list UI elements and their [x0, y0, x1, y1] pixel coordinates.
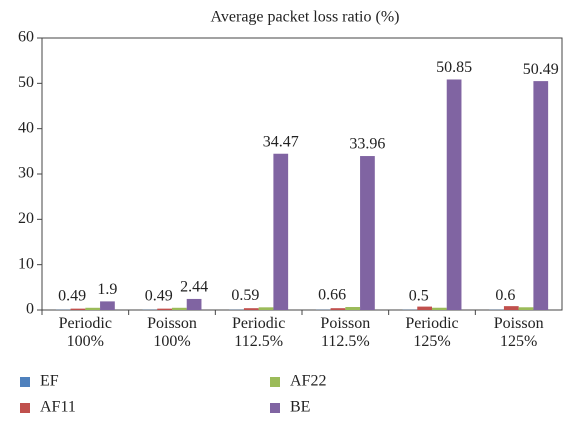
x-tick-label: Periodic 125%: [405, 315, 458, 350]
bar: [330, 308, 346, 310]
y-tick-label: 20: [18, 210, 34, 227]
data-label: 0.5: [409, 287, 429, 304]
bar: [345, 307, 361, 310]
bar: [258, 307, 274, 310]
y-tick-label: 10: [18, 255, 34, 272]
data-label: 0.49: [58, 287, 86, 304]
x-tick-line: 112.5%: [234, 333, 283, 350]
x-tick-label: Periodic 100%: [59, 315, 112, 350]
data-label: 1.9: [97, 281, 117, 298]
bar: [518, 307, 534, 310]
legend-label: AF22: [290, 373, 326, 390]
x-tick-label: Periodic 112.5%: [232, 315, 285, 350]
bar: [100, 301, 115, 310]
data-label: 50.49: [523, 61, 559, 78]
y-tick-label: 30: [18, 165, 34, 182]
legend-swatch: [270, 403, 280, 413]
legend-swatch: [20, 403, 30, 413]
data-label: 0.6: [495, 287, 515, 304]
bar: [70, 308, 86, 310]
y-tick-label: 0: [26, 301, 34, 318]
bar: [432, 307, 447, 310]
data-label: 0.49: [145, 287, 173, 304]
legend-swatch: [20, 377, 30, 387]
bar: [243, 308, 259, 310]
data-label: 34.47: [263, 133, 299, 150]
bar: [360, 156, 375, 310]
x-tick-line: Periodic: [232, 315, 285, 332]
data-label: 50.85: [436, 59, 472, 76]
y-tick-label: 60: [18, 29, 34, 46]
x-tick-line: 100%: [153, 333, 190, 350]
x-tick-line: 112.5%: [321, 333, 370, 350]
x-tick-label: Poisson 112.5%: [320, 315, 370, 350]
legend-label: AF11: [40, 399, 76, 416]
bar: [273, 153, 289, 310]
plot-frame: [41, 37, 563, 311]
data-label: 0.59: [231, 287, 259, 304]
bar: [503, 306, 519, 310]
x-tick-label: Poisson 100%: [147, 315, 197, 350]
bar: [186, 298, 202, 310]
x-tick-line: Poisson: [320, 315, 370, 332]
y-tick-label: 50: [18, 74, 34, 91]
x-tick-label: Poisson 125%: [494, 315, 544, 350]
x-tick-line: 125%: [500, 333, 537, 350]
data-label: 2.44: [180, 279, 208, 296]
legend-swatch: [270, 377, 280, 387]
x-tick-line: Periodic: [59, 315, 112, 332]
legend-label: BE: [290, 399, 310, 416]
x-tick-line: Poisson: [494, 315, 544, 332]
y-tick-label: 40: [18, 119, 34, 136]
data-label: 33.96: [349, 136, 385, 153]
legend-label: EF: [40, 373, 59, 390]
bar: [85, 307, 101, 310]
x-tick-line: Periodic: [405, 315, 458, 332]
data-label: 0.66: [318, 287, 346, 304]
bar: [157, 308, 172, 310]
bar: [172, 307, 187, 310]
bar: [446, 79, 462, 310]
x-tick-line: Poisson: [147, 315, 197, 332]
x-tick-line: 100%: [67, 333, 104, 350]
chart-title: Average packet loss ratio (%): [211, 9, 400, 26]
x-tick-line: 125%: [413, 333, 450, 350]
bar: [533, 81, 549, 310]
bar: [417, 306, 432, 310]
